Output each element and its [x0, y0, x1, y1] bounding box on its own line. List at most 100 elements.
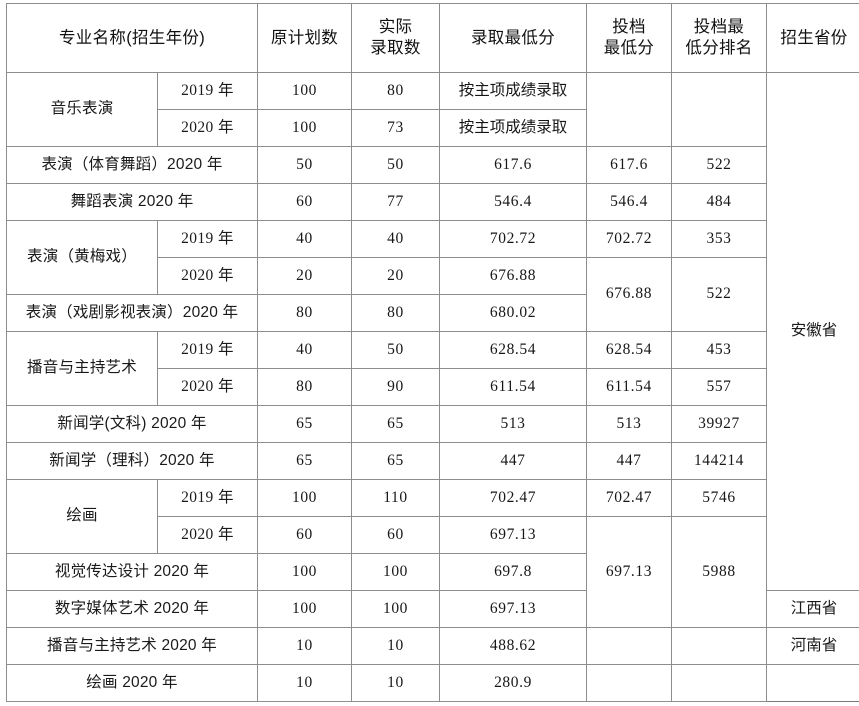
cell-td-min-score: 617.6 — [586, 146, 672, 184]
cell-plan-count: 40 — [257, 331, 352, 369]
cell-major-name: 舞蹈表演 2020 年 — [6, 183, 258, 221]
cell-td-min-rank: 144214 — [671, 442, 767, 480]
cell-plan-count: 100 — [257, 590, 352, 628]
cell-min-score: 697.8 — [439, 553, 587, 591]
cell-min-score: 按主项成绩录取 — [439, 72, 587, 110]
cell-actual-count: 100 — [351, 553, 440, 591]
cell-min-score: 697.13 — [439, 590, 587, 628]
cell-plan-count: 60 — [257, 183, 352, 221]
table-header: 专业名称(招生年份) 原计划数 实际录取数 录取最低分 投档最低分 投档最低分排… — [6, 3, 859, 73]
cell-min-score: 697.13 — [439, 516, 587, 554]
cell-min-score: 513 — [439, 405, 587, 443]
cell-td-min-rank — [671, 627, 767, 665]
cell-plan-count: 50 — [257, 146, 352, 184]
table-row: 表演（黄梅戏） 2019 年 40 40 702.72 702.72 353 — [6, 220, 859, 295]
column-header-td-rank-line1: 投档最 — [693, 17, 745, 36]
cell-actual-count: 50 — [351, 146, 440, 184]
cell-plan-count: 20 — [257, 257, 352, 295]
cell-plan-count: 60 — [257, 516, 352, 554]
table-row: 数字媒体艺术 2020 年 100 100 697.13 江西省 — [6, 590, 859, 628]
table-row: 播音与主持艺术 2020 年 10 10 488.62 河南省 — [6, 627, 859, 665]
cell-min-score: 680.02 — [439, 294, 587, 332]
table-body: 音乐表演 2019 年 100 80 按主项成绩录取 安徽省 2020 年 100 73 按主项成… — [6, 72, 859, 702]
cell-plan-count: 100 — [257, 109, 352, 147]
cell-actual-count: 20 — [351, 257, 440, 295]
column-header-min-score: 录取最低分 — [439, 3, 587, 73]
table-row: 表演（戏剧影视表演）2020 年 80 80 680.02 — [6, 294, 859, 332]
table-row: 表演（体育舞蹈）2020 年 50 50 617.6 617.6 522 — [6, 146, 859, 184]
table-row: 绘画 2020 年 10 10 280.9 — [6, 664, 859, 702]
cell-td-min-rank: 39927 — [671, 405, 767, 443]
cell-td-min-rank: 522 — [671, 257, 767, 332]
cell-td-min-score — [586, 72, 672, 147]
cell-actual-count: 50 — [351, 331, 440, 369]
column-header-td-min-line2: 最低分 — [603, 39, 655, 57]
table-row: 新闻学（理科）2020 年 65 65 447 447 144214 — [6, 442, 859, 480]
cell-min-score: 676.88 — [439, 257, 587, 295]
cell-min-score: 按主项成绩录取 — [439, 109, 587, 147]
column-header-actual-line2: 录取数 — [370, 39, 421, 57]
cell-actual-count: 90 — [351, 368, 440, 406]
cell-actual-count: 10 — [351, 664, 440, 702]
admission-score-table: 专业名称(招生年份) 原计划数 实际录取数 录取最低分 投档最低分 投档最低分排… — [6, 3, 859, 702]
cell-actual-count: 77 — [351, 183, 440, 221]
column-header-province: 招生省份 — [766, 3, 859, 73]
cell-min-score: 702.47 — [439, 479, 587, 517]
cell-td-min-rank — [671, 72, 767, 147]
cell-td-min-score — [586, 664, 672, 702]
cell-plan-count: 10 — [257, 664, 352, 702]
cell-major-name: 表演（戏剧影视表演）2020 年 — [6, 294, 258, 332]
cell-plan-count: 100 — [257, 72, 352, 110]
cell-min-score: 546.4 — [439, 183, 587, 221]
column-header-actual-line1: 实际 — [378, 17, 413, 36]
cell-td-min-score: 702.72 — [586, 220, 672, 258]
cell-major-name: 绘画 2020 年 — [6, 664, 258, 702]
cell-td-min-rank: 522 — [671, 146, 767, 184]
cell-year: 2020 年 — [157, 516, 258, 554]
table-row: 2020 年 80 90 611.54 611.54 557 — [7, 368, 859, 406]
column-header-plan: 原计划数 — [257, 3, 352, 73]
cell-td-min-score — [586, 627, 672, 665]
cell-td-min-score: 546.4 — [586, 183, 672, 221]
cell-td-min-rank — [671, 664, 767, 702]
cell-actual-count: 100 — [351, 590, 440, 628]
header-row: 专业名称(招生年份) 原计划数 实际录取数 录取最低分 投档最低分 投档最低分排… — [6, 3, 859, 73]
column-header-td-rank-line2: 低分排名 — [685, 39, 753, 57]
cell-td-min-score: 513 — [586, 405, 672, 443]
cell-plan-count: 65 — [257, 405, 352, 443]
cell-year: 2020 年 — [157, 257, 258, 295]
cell-plan-count: 100 — [257, 553, 352, 591]
table-row: 视觉传达设计 2020 年 100 100 697.8 — [6, 553, 859, 591]
cell-min-score: 611.54 — [439, 368, 587, 406]
table-row: 音乐表演 2019 年 100 80 按主项成绩录取 安徽省 — [6, 72, 859, 591]
cell-plan-count: 40 — [257, 220, 352, 258]
column-header-major: 专业名称(招生年份) — [6, 3, 258, 73]
cell-td-min-rank: 453 — [671, 331, 767, 369]
cell-min-score: 280.9 — [439, 664, 587, 702]
cell-major-name: 播音与主持艺术 2020 年 — [6, 627, 258, 665]
cell-actual-count: 110 — [351, 479, 440, 517]
cell-year: 2020 年 — [157, 109, 258, 147]
cell-actual-count: 73 — [351, 109, 440, 147]
cell-major-name: 数字媒体艺术 2020 年 — [6, 590, 258, 628]
cell-td-min-rank: 484 — [671, 183, 767, 221]
table-row: 绘画 2019 年 100 110 702.47 702.47 5746 — [6, 479, 859, 554]
cell-plan-count: 10 — [257, 627, 352, 665]
cell-td-min-rank: 353 — [671, 220, 767, 258]
table-row: 2020 年 60 60 697.13 697.13 5988 — [7, 516, 859, 628]
cell-plan-count: 80 — [257, 368, 352, 406]
column-header-td-min-line1: 投档 — [612, 17, 646, 36]
cell-major-name: 绘画 — [6, 479, 158, 554]
cell-actual-count: 60 — [351, 516, 440, 554]
cell-td-min-rank: 557 — [671, 368, 767, 406]
cell-major-name: 音乐表演 — [6, 72, 158, 147]
cell-major-name: 播音与主持艺术 — [6, 331, 158, 406]
cell-min-score: 447 — [439, 442, 587, 480]
cell-year: 2019 年 — [157, 220, 258, 258]
cell-province: 安徽省 — [766, 72, 859, 591]
cell-td-min-score: 447 — [586, 442, 672, 480]
table-row: 2020 年 20 20 676.88 676.88 522 — [7, 257, 859, 332]
column-header-actual: 实际 录取数 — [351, 3, 440, 73]
table-row: 2020 年 100 73 按主项成绩录取 — [7, 109, 859, 147]
